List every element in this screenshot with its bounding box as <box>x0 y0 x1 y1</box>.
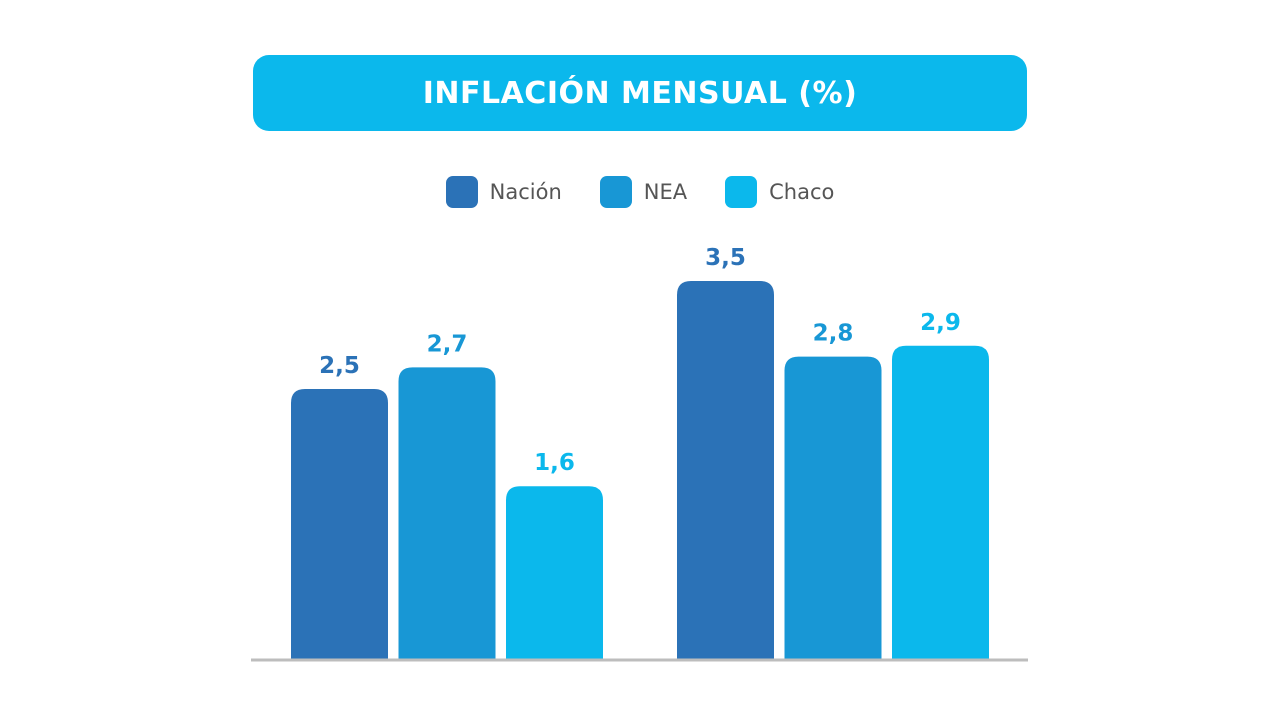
value-label-nea-2: 2,8 <box>813 321 854 347</box>
title-banner: INFLACIÓN MENSUAL (%) <box>253 55 1027 131</box>
value-label-chaco-1: 1,6 <box>534 450 575 476</box>
bar-chaco-1 <box>506 486 603 659</box>
legend-item-nacion: Nación <box>445 176 562 208</box>
legend: Nación NEA Chaco <box>0 172 1280 212</box>
legend-swatch-nea <box>599 176 632 208</box>
value-label-chaco-2: 2,9 <box>920 310 961 336</box>
chart-title: INFLACIÓN MENSUAL (%) <box>422 75 858 111</box>
legend-swatch-nacion <box>445 176 478 208</box>
bar-nacin-1 <box>291 389 388 659</box>
legend-label-nacion: Nación <box>489 180 562 204</box>
bar-chaco-2 <box>892 345 989 659</box>
legend-swatch-chaco <box>725 176 758 208</box>
bar-nacin-2 <box>677 281 774 659</box>
value-label-nea-1: 2,7 <box>427 331 468 357</box>
value-label-nacin-2: 3,5 <box>705 245 746 271</box>
bar-nea-1 <box>398 367 496 659</box>
legend-item-chaco: Chaco <box>725 176 834 208</box>
bar-nea-2 <box>784 356 882 659</box>
legend-label-nea: NEA <box>643 180 688 204</box>
legend-item-nea: NEA <box>599 176 688 208</box>
value-label-nacin-1: 2,5 <box>319 353 360 379</box>
legend-label-chaco: Chaco <box>769 180 835 204</box>
